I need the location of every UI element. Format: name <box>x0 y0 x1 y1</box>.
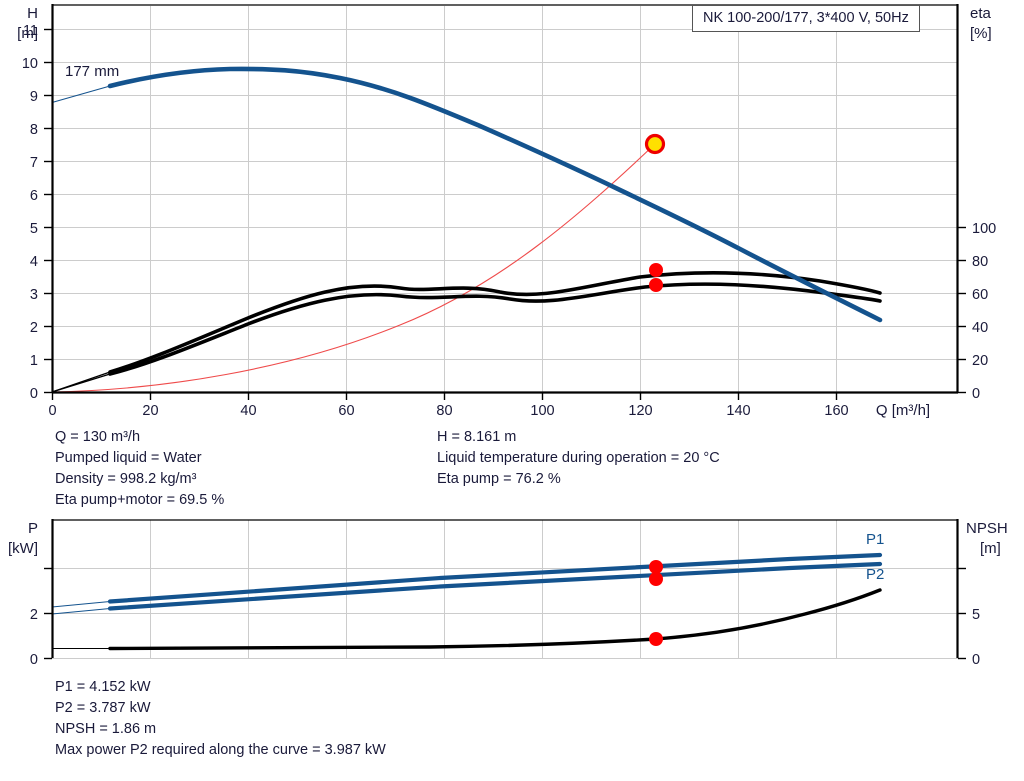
y2-axis-unit: [m] <box>980 540 1001 557</box>
right-axis-ticks <box>958 567 966 660</box>
info-liquid-temperature: Liquid temperature during operation = 20… <box>437 450 720 466</box>
y-tick-label: 10 <box>22 56 38 72</box>
right-axis-ticks <box>958 226 966 394</box>
y-tick-label: 11 <box>23 23 38 39</box>
y-tick-label: 3 <box>30 287 38 303</box>
x-axis-tick-labels: 0 20 40 60 80 100 120 140 160 Q [m³/h] <box>48 402 930 419</box>
info-p2: P2 = 3.787 kW <box>55 700 151 716</box>
vertical-gridlines <box>150 520 837 658</box>
npsh-curve <box>108 588 882 651</box>
info-eta-pump: Eta pump = 76.2 % <box>437 471 561 487</box>
p1-duty-marker[interactable] <box>649 560 663 574</box>
p1-curve-thin <box>51 600 111 608</box>
power-info-block: P1 = 4.152 kW P2 = 3.787 kW NPSH = 1.86 … <box>55 677 386 761</box>
horizontal-gridlines <box>52 29 958 360</box>
y2-axis-unit: [%] <box>970 25 992 42</box>
duty-info-left: Q = 130 m³/h Pumped liquid = Water Densi… <box>55 427 224 511</box>
y2-axis-title: NPSH <box>966 520 1008 537</box>
info-density: Density = 998.2 kg/m³ <box>55 471 197 487</box>
info-eta-pump-motor: Eta pump+motor = 69.5 % <box>55 492 225 508</box>
p2-series-label: P2 <box>866 566 884 583</box>
y-tick-label: 4 <box>30 254 38 270</box>
y-tick-label: 2 <box>30 607 38 623</box>
plot-axes <box>51 519 959 659</box>
y-tick-label: 6 <box>30 188 38 204</box>
left-axis-ticks <box>44 28 52 394</box>
p2-curve <box>107 561 883 611</box>
y-tick-label: 0 <box>30 386 38 402</box>
p1-series-label: P1 <box>866 531 884 548</box>
eta-pump-curve <box>108 271 882 374</box>
y-tick-label: 2 <box>30 320 38 336</box>
impeller-size-label: 177 mm <box>65 63 119 80</box>
x-axis-ticks <box>51 392 838 400</box>
x-tick-label: 120 <box>628 403 652 419</box>
power-chart-svg: 0 2 P [kW] 0 5 NPSH [m] P1 P2 <box>8 519 1008 668</box>
info-p1: P1 = 4.152 kW <box>55 679 151 695</box>
y-axis-unit: [kW] <box>8 540 38 557</box>
x-tick-label: 60 <box>338 403 354 419</box>
y-tick-label: 8 <box>30 122 38 138</box>
left-axis-tick-labels: 0 1 2 3 4 5 6 7 8 9 10 11 <box>22 23 38 402</box>
x-tick-label: 160 <box>824 403 848 419</box>
x-tick-label: 20 <box>142 403 158 419</box>
x-tick-label: 100 <box>530 403 554 419</box>
info-npsh: NPSH = 1.86 m <box>55 721 157 737</box>
head-curve-thin <box>51 85 111 104</box>
eta-pump-motor-curve <box>108 282 882 376</box>
left-axis-ticks <box>44 567 52 660</box>
y2-axis-title: eta <box>970 5 992 22</box>
eta-pump-motor-duty-marker[interactable] <box>649 278 663 292</box>
system-curve <box>51 143 656 393</box>
head-efficiency-chart: 0 1 2 3 4 5 6 7 8 9 10 11 H [m] <box>17 4 996 419</box>
y-tick-label: 5 <box>30 221 38 237</box>
duty-info-right: H = 8.161 m Liquid temperature during op… <box>437 427 720 490</box>
y2-tick-label: 60 <box>972 287 988 303</box>
pump-model-text: NK 100-200/177, 3*400 V, 50Hz <box>703 10 909 26</box>
y-axis-unit: [m] <box>17 25 38 42</box>
eta-pump-motor-curve-thin <box>51 373 111 393</box>
y2-tick-label: 100 <box>972 221 996 237</box>
info-flow: Q = 130 m³/h <box>55 429 141 445</box>
x-tick-label: 0 <box>48 403 56 419</box>
power-npsh-chart: 0 2 P [kW] 0 5 NPSH [m] P1 P2 <box>0 515 1024 675</box>
x-tick-label: 40 <box>240 403 256 419</box>
y2-tick-label: 80 <box>972 254 988 270</box>
p2-duty-marker[interactable] <box>649 572 663 586</box>
info-pumped-liquid: Pumped liquid = Water <box>55 450 202 466</box>
y2-tick-label: 5 <box>972 607 980 623</box>
y-axis-title: P <box>28 520 38 537</box>
y-tick-label: 0 <box>30 652 38 668</box>
y2-tick-label: 0 <box>972 652 980 668</box>
vertical-gridlines <box>150 6 837 392</box>
y-tick-label: 7 <box>30 155 38 171</box>
head-curve <box>107 66 883 323</box>
info-head: H = 8.161 m <box>437 429 517 445</box>
y2-tick-label: 0 <box>972 386 980 402</box>
pump-model-title: NK 100-200/177, 3*400 V, 50Hz <box>692 5 920 32</box>
y2-tick-label: 20 <box>972 353 988 369</box>
x-axis-title: Q [m³/h] <box>876 402 930 419</box>
duty-point-marker[interactable] <box>644 133 666 155</box>
info-max-power: Max power P2 required along the curve = … <box>55 742 386 758</box>
y-axis-title: H <box>27 5 38 22</box>
head-chart-svg: 0 1 2 3 4 5 6 7 8 9 10 11 H [m] <box>17 4 996 419</box>
y-tick-label: 1 <box>30 353 38 369</box>
eta-pump-duty-marker[interactable] <box>649 263 663 277</box>
x-tick-label: 140 <box>726 403 750 419</box>
right-axis-tick-labels: 0 20 40 60 80 100 <box>972 221 996 402</box>
y-tick-label: 9 <box>30 89 38 105</box>
p2-curve-thin <box>51 607 111 615</box>
x-tick-label: 80 <box>436 403 452 419</box>
right-axis-tick-labels: 0 5 <box>972 607 980 668</box>
p1-curve <box>107 552 883 604</box>
y2-tick-label: 40 <box>972 320 988 336</box>
left-axis-tick-labels: 0 2 <box>30 607 38 668</box>
npsh-duty-marker[interactable] <box>649 632 663 646</box>
